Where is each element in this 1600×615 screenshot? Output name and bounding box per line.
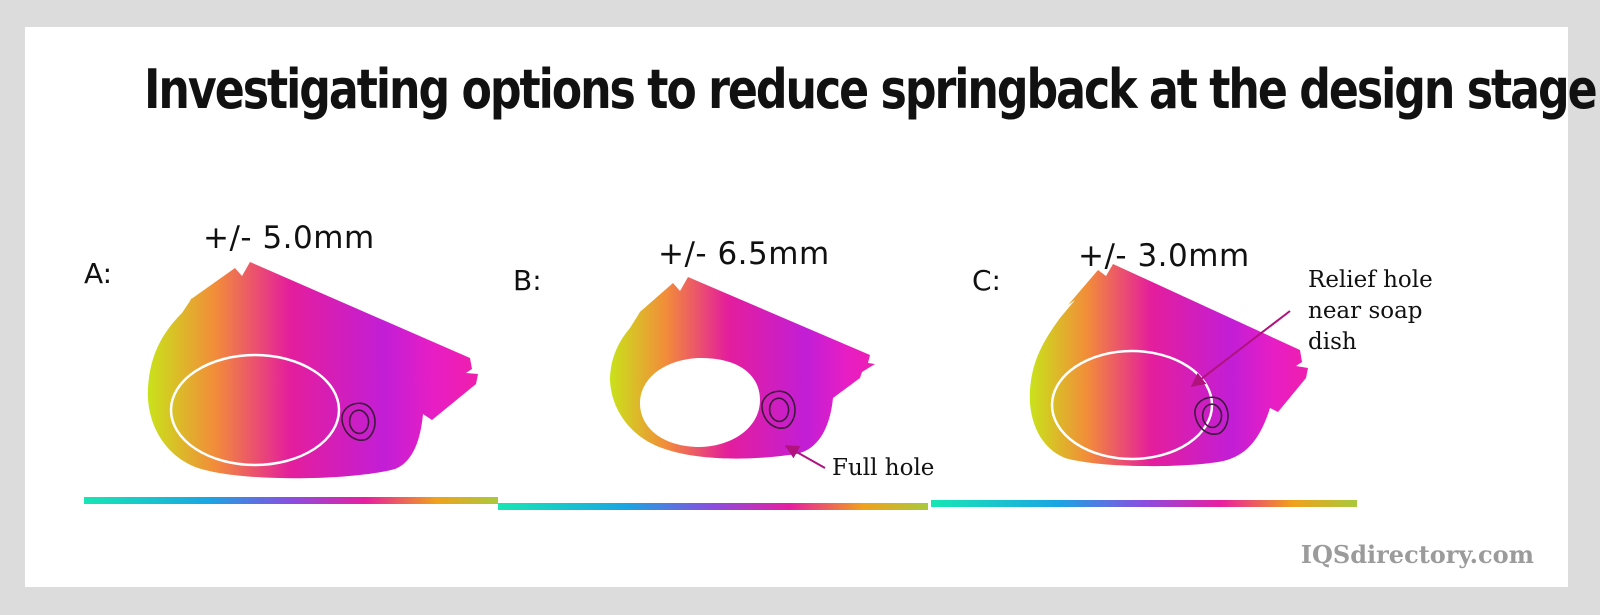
relief-hole-line-3: dish bbox=[1308, 329, 1357, 355]
page-title: Investigating options to reduce springba… bbox=[144, 58, 1598, 121]
part-c bbox=[1029, 264, 1308, 467]
part-a bbox=[147, 262, 478, 479]
soap-dish-outline bbox=[761, 390, 796, 429]
part-c-shape bbox=[1029, 264, 1308, 467]
panel-a-label: A: bbox=[84, 257, 113, 290]
relief-hole-line-2: near soap bbox=[1308, 298, 1423, 324]
base-bar-b bbox=[498, 503, 928, 510]
full-hole-arrow bbox=[784, 445, 826, 469]
panel-c-label: C: bbox=[972, 264, 1001, 297]
part-a-relief-outline bbox=[169, 353, 341, 467]
part-b-shape bbox=[610, 277, 875, 459]
panel-b-tolerance: +/- 6.5mm bbox=[658, 236, 830, 272]
soap-dish-outline bbox=[1194, 396, 1229, 435]
part-b bbox=[610, 277, 875, 459]
relief-hole-arrow bbox=[1190, 310, 1291, 387]
panel-b-label: B: bbox=[513, 264, 542, 297]
full-hole-callout: Full hole bbox=[832, 455, 935, 481]
watermark: IQSdirectory.com bbox=[1300, 540, 1534, 569]
base-bar-c bbox=[931, 500, 1357, 507]
base-bar-a bbox=[84, 497, 498, 504]
relief-hole-line-1: Relief hole bbox=[1308, 267, 1433, 293]
soap-dish-outline bbox=[341, 402, 376, 441]
panel-a-tolerance: +/- 5.0mm bbox=[203, 220, 375, 256]
panel-c-tolerance: +/- 3.0mm bbox=[1078, 238, 1250, 274]
relief-hole-callout: Relief hole near soap dish bbox=[1308, 265, 1433, 358]
